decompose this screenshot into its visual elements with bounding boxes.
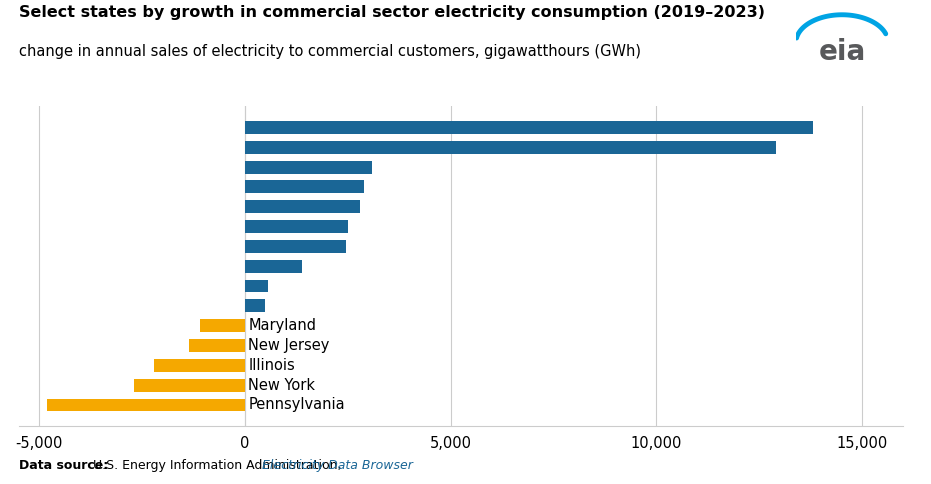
Text: New Jersey: New Jersey [249,338,330,353]
Text: Electricity Data Browser: Electricity Data Browser [262,459,412,472]
Text: New York: New York [249,378,316,393]
Bar [47,398,245,411]
Text: Data source:: Data source: [19,459,108,472]
Bar [245,300,265,312]
Text: U.S. Energy Information Administration,: U.S. Energy Information Administration, [89,459,346,472]
Bar [155,359,245,372]
Text: Pennsylvania: Pennsylvania [249,397,344,412]
Bar [245,121,813,134]
Bar [189,339,245,352]
Bar [134,378,245,392]
Bar [245,220,347,233]
Text: Select states by growth in commercial sector electricity consumption (2019–2023): Select states by growth in commercial se… [19,5,764,20]
Bar [199,319,245,332]
Bar [245,240,345,253]
Text: change in annual sales of electricity to commercial customers, gigawatthours (GW: change in annual sales of electricity to… [19,44,641,59]
Bar [245,200,360,213]
Bar [245,181,364,193]
Bar [245,260,303,272]
Text: eia: eia [818,38,866,66]
Bar [245,161,372,174]
Bar [245,141,776,154]
Text: Maryland: Maryland [249,318,317,333]
Text: Illinois: Illinois [249,358,295,373]
Bar [245,280,267,292]
